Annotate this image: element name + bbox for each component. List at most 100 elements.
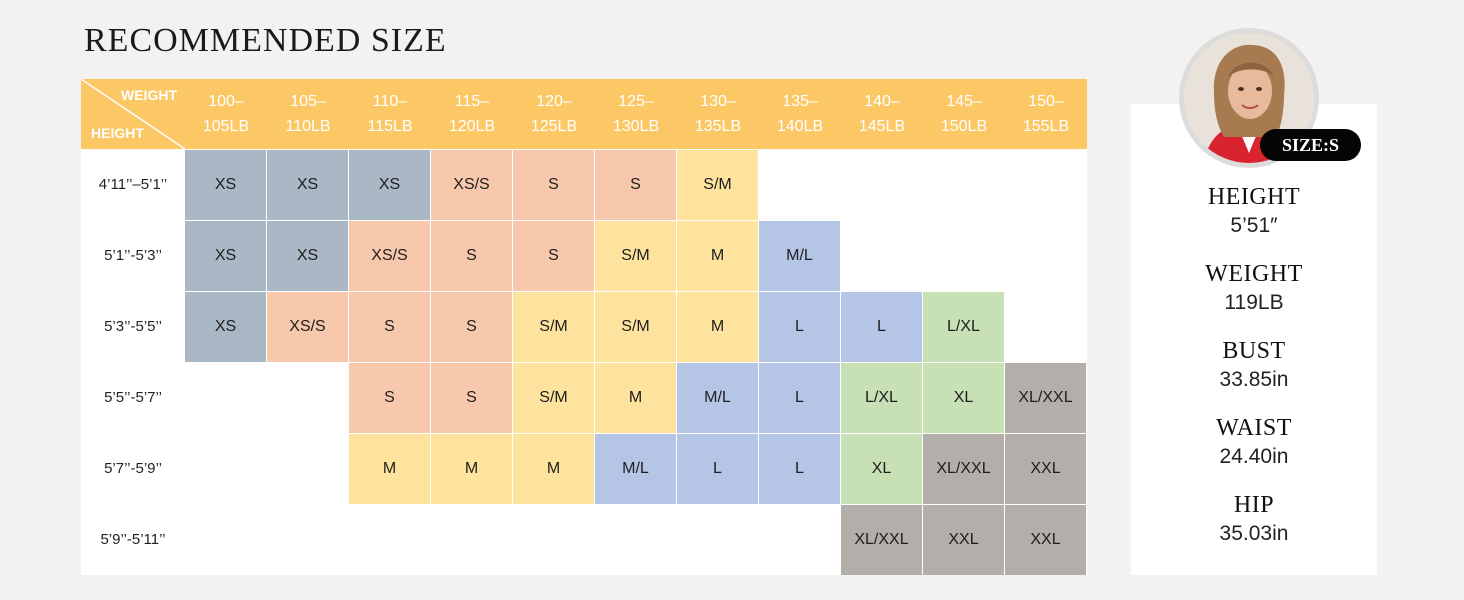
size-cell: S/M bbox=[677, 150, 758, 220]
weight-range-text: 145– bbox=[946, 93, 982, 110]
weight-column-header: 115– 120LB bbox=[431, 79, 513, 149]
size-cell: M/L bbox=[677, 363, 758, 433]
weight-range-text: 125– bbox=[618, 93, 654, 110]
size-cell: L bbox=[841, 292, 922, 362]
weight-range-text: 105– bbox=[290, 93, 326, 110]
size-cell: L bbox=[759, 292, 840, 362]
stat-label: HEIGHT bbox=[1207, 184, 1301, 210]
weight-column-header: 130– 135LB bbox=[677, 79, 759, 149]
size-cell: XS bbox=[349, 150, 430, 220]
weight-range-text: 130– bbox=[700, 93, 736, 110]
corner-cell: WEIGHT HEIGHT bbox=[81, 79, 185, 149]
size-cell: M bbox=[677, 292, 758, 362]
size-cell: L/XL bbox=[841, 363, 922, 433]
size-cell: S bbox=[349, 363, 430, 433]
stat-value: 119LB bbox=[1224, 291, 1284, 314]
size-cell: XXL bbox=[923, 505, 1004, 575]
size-cell: S bbox=[431, 292, 512, 362]
size-cell: XL/XXL bbox=[923, 434, 1004, 504]
height-row-header: 5’1’’-5’3’’ bbox=[104, 247, 162, 264]
corner-diagonal bbox=[81, 79, 185, 149]
weight-column-header: 145– 150LB bbox=[923, 79, 1005, 149]
weight-range-text: 120– bbox=[536, 93, 572, 110]
stat-value: 35.03in bbox=[1219, 522, 1289, 545]
height-row-header: 5’3’’-5’5’’ bbox=[104, 318, 162, 335]
weight-range-text: 110– bbox=[372, 93, 408, 110]
weight-range-text: 115– bbox=[454, 93, 490, 110]
weight-column-header: 125– 130LB bbox=[595, 79, 677, 149]
weight-column-header: 120– 125LB bbox=[513, 79, 595, 149]
size-cell: XL/XXL bbox=[1005, 363, 1086, 433]
size-cell: XS bbox=[185, 292, 266, 362]
size-cell: M bbox=[431, 434, 512, 504]
height-row-header: 4’11’’–5’1’’ bbox=[98, 176, 168, 193]
size-badge: SIZE:S bbox=[1260, 129, 1361, 161]
size-cell: S bbox=[513, 150, 594, 220]
corner-weight-label: WEIGHT bbox=[121, 87, 177, 103]
size-cell: M bbox=[513, 434, 594, 504]
weight-range-text: 110LB bbox=[285, 118, 331, 135]
size-cell: XS bbox=[185, 150, 266, 220]
weight-range-text: 155LB bbox=[1022, 118, 1070, 135]
size-cell: XS bbox=[267, 221, 348, 291]
size-chart-table: WEIGHT HEIGHT 100– 105LB 105– 110LB 110– 115L… bbox=[81, 79, 1087, 575]
weight-range-text: 130LB bbox=[612, 118, 660, 135]
weight-column-header: 105– 110LB bbox=[267, 79, 349, 149]
weight-range-text: 120LB bbox=[448, 118, 496, 135]
size-cell: XL/XXL bbox=[841, 505, 922, 575]
weight-range-text: 115LB bbox=[367, 118, 413, 135]
size-cell: M bbox=[595, 363, 676, 433]
size-cell: S/M bbox=[513, 363, 594, 433]
height-row-header: 5’9’’-5’11’’ bbox=[100, 531, 166, 548]
size-cell: S bbox=[513, 221, 594, 291]
corner-height-label: HEIGHT bbox=[91, 125, 144, 141]
stat-value: 5’51″ bbox=[1230, 214, 1278, 237]
weight-column-header: 150– 155LB bbox=[1005, 79, 1087, 149]
height-row-header: 5’7’’-5’9’’ bbox=[104, 460, 162, 477]
size-cell: XL bbox=[841, 434, 922, 504]
size-cell: XS/S bbox=[349, 221, 430, 291]
stat-label: HIP bbox=[1233, 492, 1275, 518]
size-cell: S bbox=[349, 292, 430, 362]
stat-label: WEIGHT bbox=[1205, 261, 1303, 287]
size-cell: S bbox=[431, 221, 512, 291]
size-cell: XXL bbox=[1005, 434, 1086, 504]
weight-range-text: 140LB bbox=[776, 118, 824, 135]
stat-value: 24.40in bbox=[1219, 445, 1289, 468]
size-cell: M/L bbox=[595, 434, 676, 504]
size-cell: S/M bbox=[595, 292, 676, 362]
weight-column-header: 140– 145LB bbox=[841, 79, 923, 149]
size-cell: S/M bbox=[595, 221, 676, 291]
height-row-header: 5’5’’-5’7’’ bbox=[104, 389, 162, 406]
page-title: RECOMMENDED SIZE bbox=[84, 22, 447, 59]
stat-label: BUST bbox=[1222, 338, 1286, 364]
size-cell: M bbox=[349, 434, 430, 504]
size-cell: S bbox=[595, 150, 676, 220]
size-cell: XS bbox=[267, 150, 348, 220]
size-cell: S/M bbox=[513, 292, 594, 362]
weight-column-header: 110– 115LB bbox=[349, 79, 431, 149]
weight-range-text: 145LB bbox=[858, 118, 906, 135]
weight-column-header: 100– 105LB bbox=[185, 79, 267, 149]
weight-range-text: 140– bbox=[864, 93, 900, 110]
weight-range-text: 135LB bbox=[694, 118, 742, 135]
model-info-panel bbox=[1131, 104, 1377, 575]
size-cell: XXL bbox=[1005, 505, 1086, 575]
size-cell: L bbox=[759, 363, 840, 433]
stat-value: 33.85in bbox=[1219, 368, 1289, 391]
weight-range-text: 135– bbox=[782, 93, 818, 110]
weight-header-row bbox=[81, 79, 1087, 149]
size-cell: XL bbox=[923, 363, 1004, 433]
weight-range-text: 150– bbox=[1028, 93, 1064, 110]
size-cell: L bbox=[759, 434, 840, 504]
size-cell: L/XL bbox=[923, 292, 1004, 362]
size-cell: M/L bbox=[759, 221, 840, 291]
weight-range-text: 125LB bbox=[530, 118, 578, 135]
stat-label: WAIST bbox=[1216, 415, 1292, 441]
weight-range-text: 100– bbox=[208, 93, 244, 110]
size-cell: L bbox=[677, 434, 758, 504]
weight-range-text: 105LB bbox=[202, 118, 250, 135]
size-cell: S bbox=[431, 363, 512, 433]
size-cell: XS/S bbox=[267, 292, 348, 362]
weight-column-header: 135– 140LB bbox=[759, 79, 841, 149]
